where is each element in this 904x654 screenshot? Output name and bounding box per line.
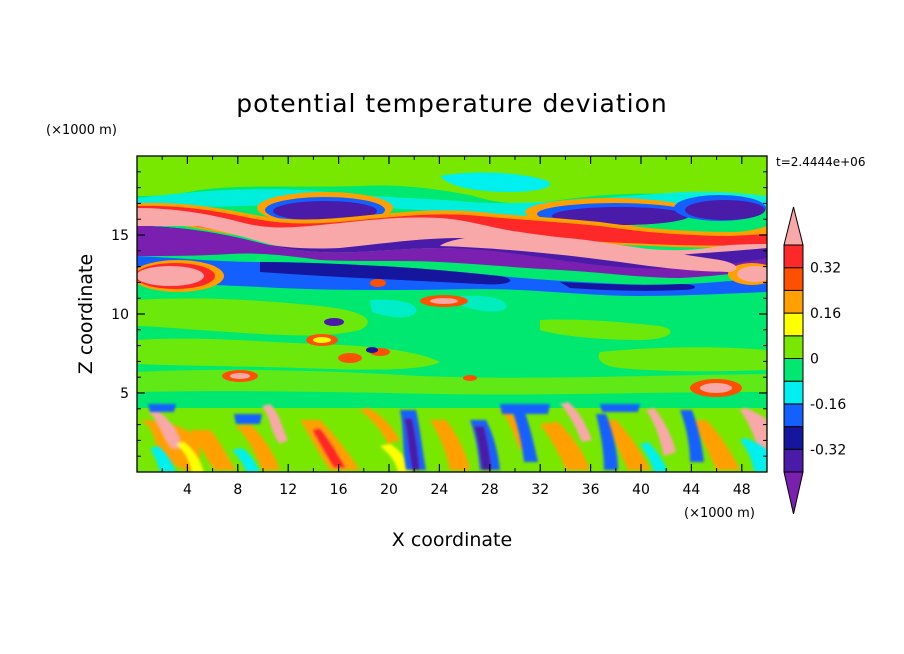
- chart-title: potential temperature deviation: [236, 89, 667, 118]
- y-tick-label: 15: [111, 228, 129, 244]
- colorbar-labels: 0.32 0.16 0 -0.16 -0.32: [810, 261, 846, 459]
- colorbar-box: [783, 426, 804, 450]
- colorbar-box: [783, 244, 804, 269]
- time-label: t=2.4444e+06: [776, 155, 865, 169]
- x-tick-label: 32: [531, 482, 549, 498]
- x-tick-label: 48: [733, 482, 751, 498]
- y-unit-label: (×1000 m): [46, 123, 117, 138]
- colorbar-box: [783, 289, 804, 314]
- x-tick-label: 4: [183, 482, 192, 498]
- colorbar-box: [783, 403, 804, 428]
- colorbar-box: [783, 312, 804, 337]
- x-unit-label: (×1000 m): [684, 506, 755, 521]
- y-tick-label: 10: [111, 307, 129, 323]
- y-axis-label: Z coordinate: [75, 254, 97, 374]
- x-axis-label: X coordinate: [392, 529, 512, 551]
- colorbar-box: [783, 448, 804, 473]
- colorbar-box: [783, 267, 804, 291]
- x-tick-label: 8: [233, 482, 242, 498]
- colorbar-tick-label: 0.16: [810, 306, 841, 322]
- x-tick-label: 28: [481, 482, 499, 498]
- colorbar-min-triangle: [783, 471, 804, 515]
- colorbar-max-triangle: [783, 206, 804, 246]
- y-axis-ticks: 5 10 15: [111, 171, 767, 457]
- colorbar-tick-label: -0.32: [810, 442, 846, 458]
- colorbar-tick-label: -0.16: [810, 397, 846, 413]
- colorbar-box: [783, 358, 804, 382]
- contour-field: [137, 156, 767, 472]
- x-tick-label: 40: [632, 482, 650, 498]
- colorbar: [783, 206, 804, 515]
- colorbar-tick-label: 0.32: [810, 261, 841, 277]
- x-tick-label: 16: [330, 482, 348, 498]
- x-tick-label: 36: [582, 482, 600, 498]
- x-axis-ticks: 4 8 12 16 20 24 28 32 36 40 44 48: [161, 156, 751, 498]
- x-tick-label: 20: [380, 482, 398, 498]
- x-tick-label: 44: [682, 482, 700, 498]
- x-tick-label: 24: [430, 482, 448, 498]
- colorbar-tick-label: 0: [810, 352, 819, 368]
- y-tick-label: 5: [120, 386, 129, 402]
- x-tick-label: 12: [279, 482, 297, 498]
- colorbar-box: [783, 380, 804, 405]
- colorbar-box: [783, 335, 804, 359]
